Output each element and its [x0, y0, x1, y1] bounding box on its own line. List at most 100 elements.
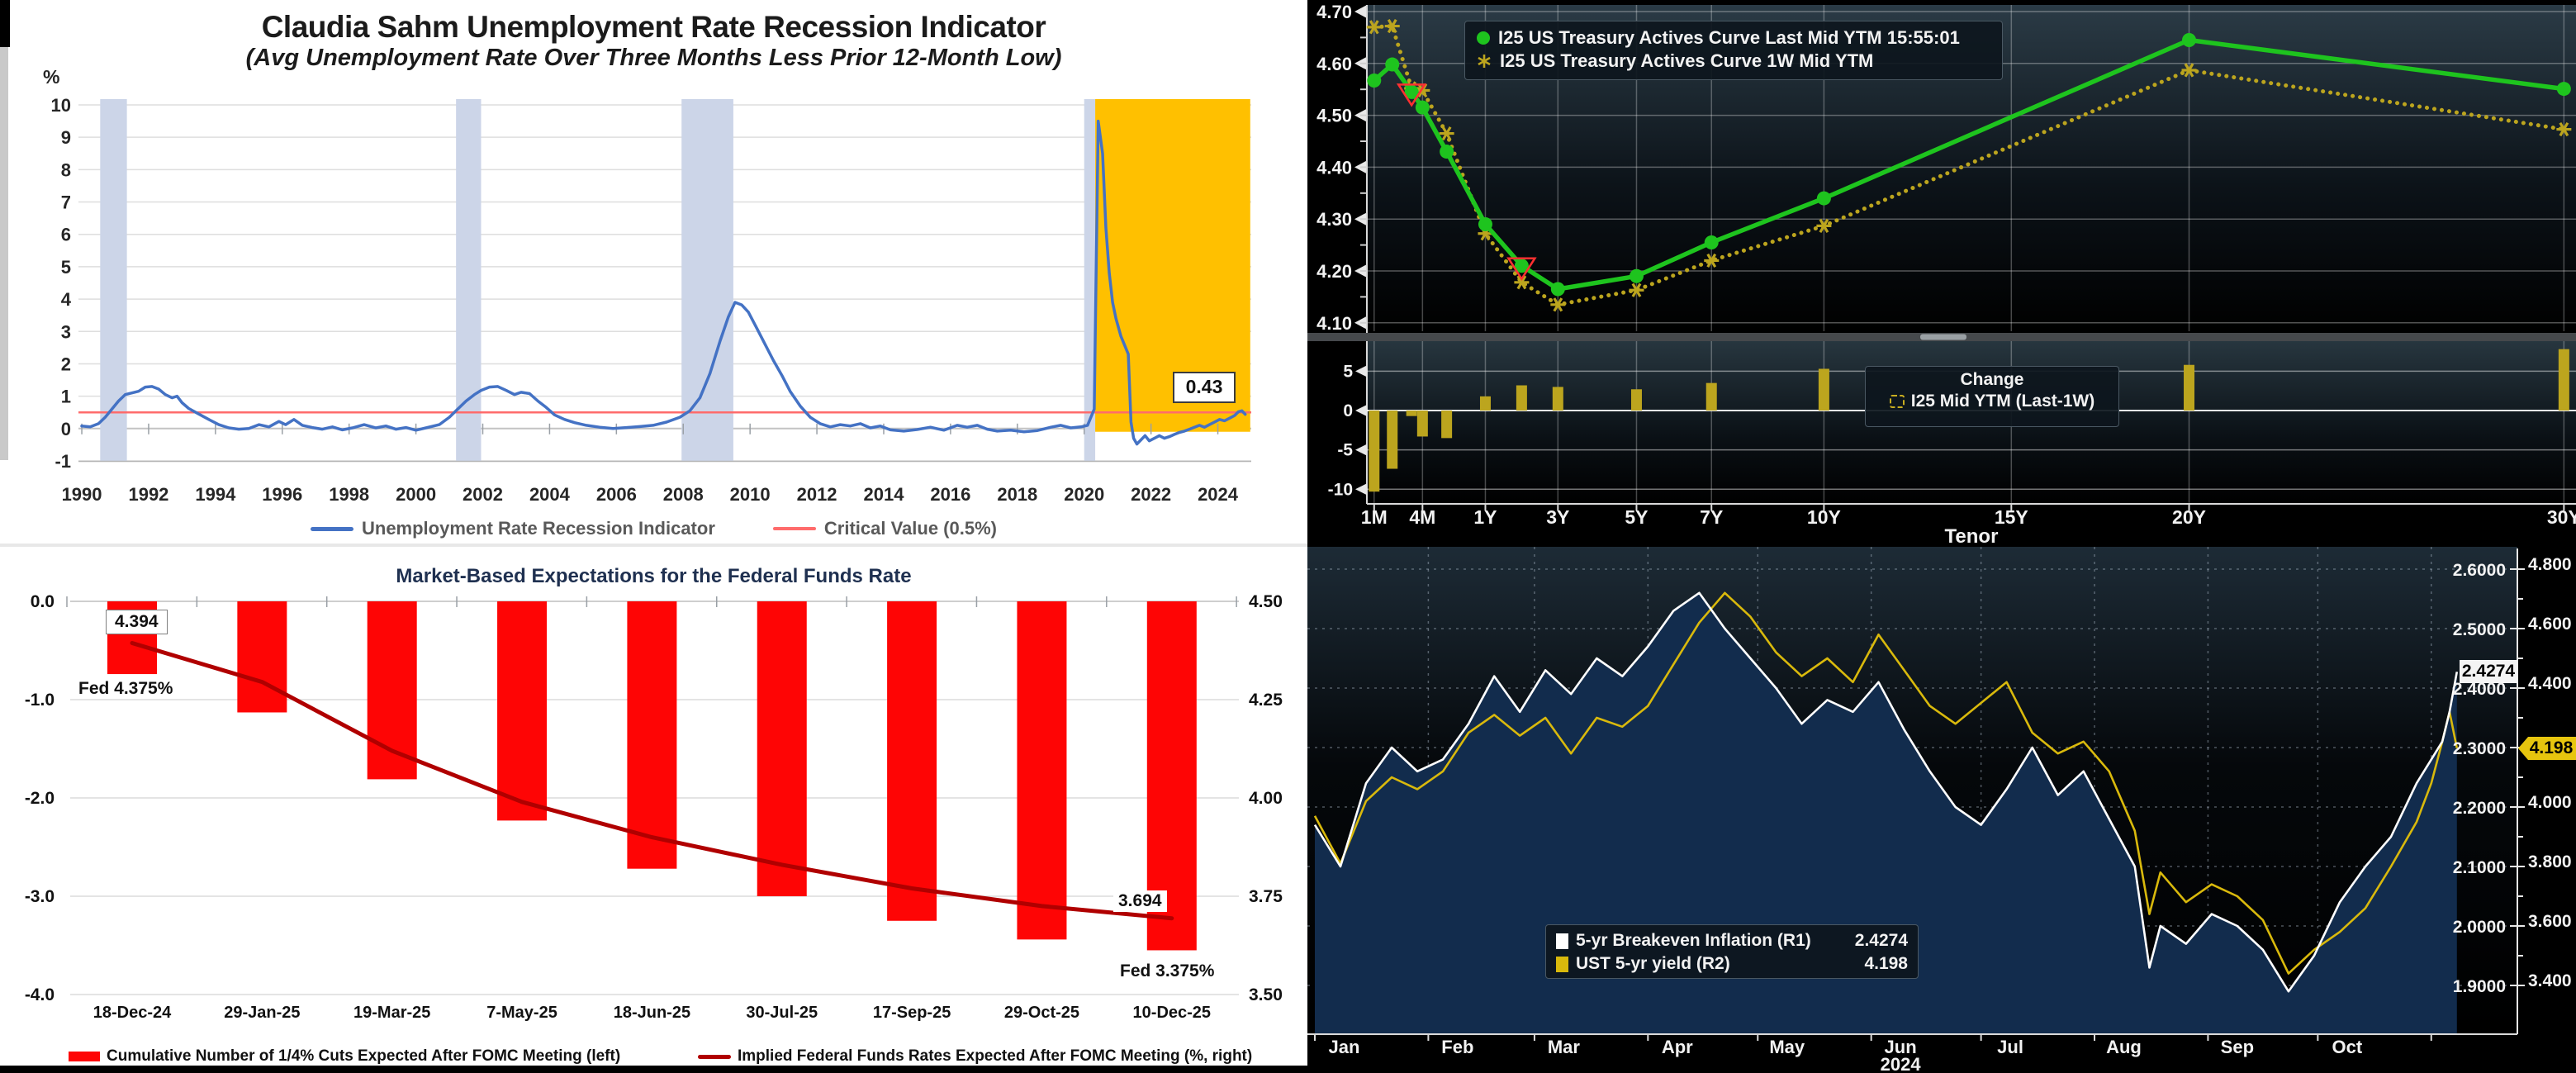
month-label: Jun [1885, 1037, 1917, 1057]
fed-left-tick-label: -1.0 [25, 691, 55, 710]
breakeven-inflation-line [1313, 591, 2459, 993]
change-bar [1369, 411, 1380, 492]
dashed-box-marker-icon [1889, 395, 1905, 408]
asterisk-marker-icon [1550, 297, 1566, 312]
green-dot-marker-icon [1704, 235, 1719, 249]
r1-tick-label: 2.2000 [2453, 799, 2506, 818]
green-dot-marker-icon [1514, 259, 1529, 273]
treasury-x-tick-label: 3Y [1546, 506, 1569, 528]
sahm-x-tick-label: 2002 [463, 484, 503, 505]
white-square-swatch-icon [1556, 933, 1568, 949]
treasury-y-tick-label: 4.20 [1316, 261, 1352, 282]
fed-category-label: 30-Jul-25 [746, 1004, 818, 1022]
change-y-tick-arrow-icon [1355, 365, 1367, 377]
treasury-y-tick-label: 4.40 [1316, 157, 1352, 178]
sahm-chart-title: Claudia Sahm Unemployment Rate Recession… [261, 10, 1046, 44]
asterisk-marker-icon [1514, 275, 1530, 290]
change-y-tick-arrow-icon [1355, 405, 1367, 416]
yellow-square-swatch-icon [1556, 956, 1568, 972]
month-label: Mar [1548, 1037, 1581, 1057]
fed-left-tick-label: -3.0 [25, 887, 55, 906]
treasury-curve-chart-canvas: 4.70 4.60 4.50 4.40 4.30 4.20 4.10 5 0 -5 -10 1M 4M 1… [1307, 2, 2576, 528]
treasury-legend-item-1w[interactable]: I25 US Treasury Actives Curve 1W Mid YTM [1477, 50, 2002, 73]
sahm-legend-label-indicator: Unemployment Rate Recession Indicator [362, 518, 715, 539]
fed-right-tick-label: 4.50 [1249, 592, 1283, 611]
sahm-y-tick-label: 9 [61, 127, 71, 148]
sahm-y-tick-label: 8 [61, 159, 71, 180]
change-legend-item[interactable]: I25 Mid YTM (Last-1W) [1866, 392, 2118, 411]
green-dot-marker-icon [2556, 82, 2571, 97]
treasury-legend-label-last: I25 US Treasury Actives Curve Last Mid Y… [1498, 27, 1960, 48]
change-bar [1552, 387, 1563, 411]
sahm-x-tick-label: 1998 [329, 484, 369, 505]
month-label: Oct [2332, 1037, 2362, 1057]
change-y-tick-arrow-icon [1355, 444, 1367, 456]
change-y-tick-label: 5 [1343, 362, 1353, 381]
treasury-x-tick-label: 4M [1409, 506, 1435, 528]
sahm-x-tick-label: 2000 [396, 484, 436, 505]
change-y-tick-label: -5 [1337, 441, 1353, 460]
sahm-x-tick-label: 1992 [128, 484, 168, 505]
fed-legend-label-bars: Cumulative Number of 1/4% Cuts Expected … [107, 1047, 621, 1065]
ust-5yr-yield-line [1313, 591, 2459, 975]
r2-tick-label: 4.600 [2528, 615, 2572, 634]
sahm-x-tick-label: 2020 [1064, 484, 1104, 505]
sahm-y-tick-label: 3 [61, 321, 71, 342]
sahm-legend-item-critical: Critical Value (0.5%) [772, 518, 997, 539]
change-y-tick-label: -10 [1328, 480, 1353, 499]
fed-funds-expectations-panel: 0.0 -1.0 -2.0 -3.0 -4.0 4.50 4.25 4.00 3.75 3.50 1… [0, 547, 1307, 1066]
month-label: May [1769, 1037, 1805, 1057]
change-y-tick-label: 0 [1343, 401, 1353, 420]
treasury-x-tick-label: 20Y [2172, 506, 2206, 528]
change-legend-box: Change I25 Mid YTM (Last-1W) [1865, 366, 2119, 427]
change-bar [1818, 368, 1829, 411]
breakeven-legend-item-r2[interactable]: UST 5-yr yield (R2) 4.198 [1556, 952, 1908, 976]
alert-triangle-marker-icon [1506, 257, 1537, 282]
r2-tick-label: 4.400 [2528, 674, 2572, 693]
sahm-legend-label-critical: Critical Value (0.5%) [823, 518, 997, 539]
change-bar [1705, 382, 1717, 411]
asterisk-marker-icon [1816, 218, 1832, 233]
treasury-x-tick-label: 5Y [1625, 506, 1648, 528]
treasury-legend-item-last[interactable]: I25 US Treasury Actives Curve Last Mid Y… [1477, 26, 2002, 50]
subpanel-divider-handle[interactable] [1920, 334, 1966, 340]
change-bar [1441, 411, 1453, 439]
asterisk-marker-icon [1439, 126, 1454, 141]
fed-right-tick-label: 3.75 [1249, 887, 1283, 906]
fed-funds-chart-title: Market-Based Expectations for the Federa… [396, 565, 912, 587]
fed-left-tick-label: -2.0 [25, 789, 55, 808]
breakeven-legend-item-r1[interactable]: 5-yr Breakeven Inflation (R1) 2.4274 [1556, 929, 1908, 952]
fed-category-label: 18-Jun-25 [614, 1004, 690, 1022]
window-edge-artifact [0, 47, 8, 460]
month-label: Aug [2106, 1037, 2142, 1057]
recession-band [1084, 99, 1096, 461]
r1-tick-label: 2.5000 [2453, 620, 2506, 639]
fed-cuts-bar [887, 601, 937, 921]
r2-tick-label: 3.400 [2528, 971, 2572, 990]
change-bar [1479, 396, 1491, 411]
recession-band [100, 99, 127, 461]
asterisk-marker-icon [1704, 253, 1720, 268]
treasury-x-tick-label: 30Y [2547, 506, 2576, 528]
treasury-y-tick-label: 4.70 [1316, 2, 1352, 22]
sahm-x-tick-label: 2024 [1198, 484, 1239, 505]
asterisk-marker-icon [2181, 63, 2197, 78]
change-bar [1416, 411, 1428, 437]
sahm-legend: Unemployment Rate Recession Indicator Cr… [0, 518, 1307, 539]
sahm-y-tick-label: 6 [61, 225, 71, 245]
annotation-fed-current: Fed 4.375% [78, 679, 173, 698]
change-bar [1387, 411, 1398, 469]
fed-right-tick-label: 4.00 [1249, 789, 1283, 808]
fed-cuts-bar [497, 601, 548, 821]
fed-implied-rate-line [130, 641, 1174, 921]
treasury-actives-curve-panel: 4.70 4.60 4.50 4.40 4.30 4.20 4.10 5 0 -5 -10 1M 4M 1… [1307, 0, 2576, 545]
sahm-chart-subtitle: (Avg Unemployment Rate Over Three Months… [245, 45, 1062, 71]
fed-left-tick-label: -4.0 [25, 985, 55, 1004]
annotation-end-rate: 3.694 [1113, 890, 1167, 912]
breakeven-legend-label-r1: 5-yr Breakeven Inflation (R1) [1576, 931, 1811, 950]
sahm-legend-item-indicator: Unemployment Rate Recession Indicator [311, 518, 715, 539]
sahm-x-tick-label: 2012 [797, 484, 837, 505]
sahm-x-tick-label: 2008 [663, 484, 704, 505]
green-dot-marker-icon [1629, 268, 1644, 283]
